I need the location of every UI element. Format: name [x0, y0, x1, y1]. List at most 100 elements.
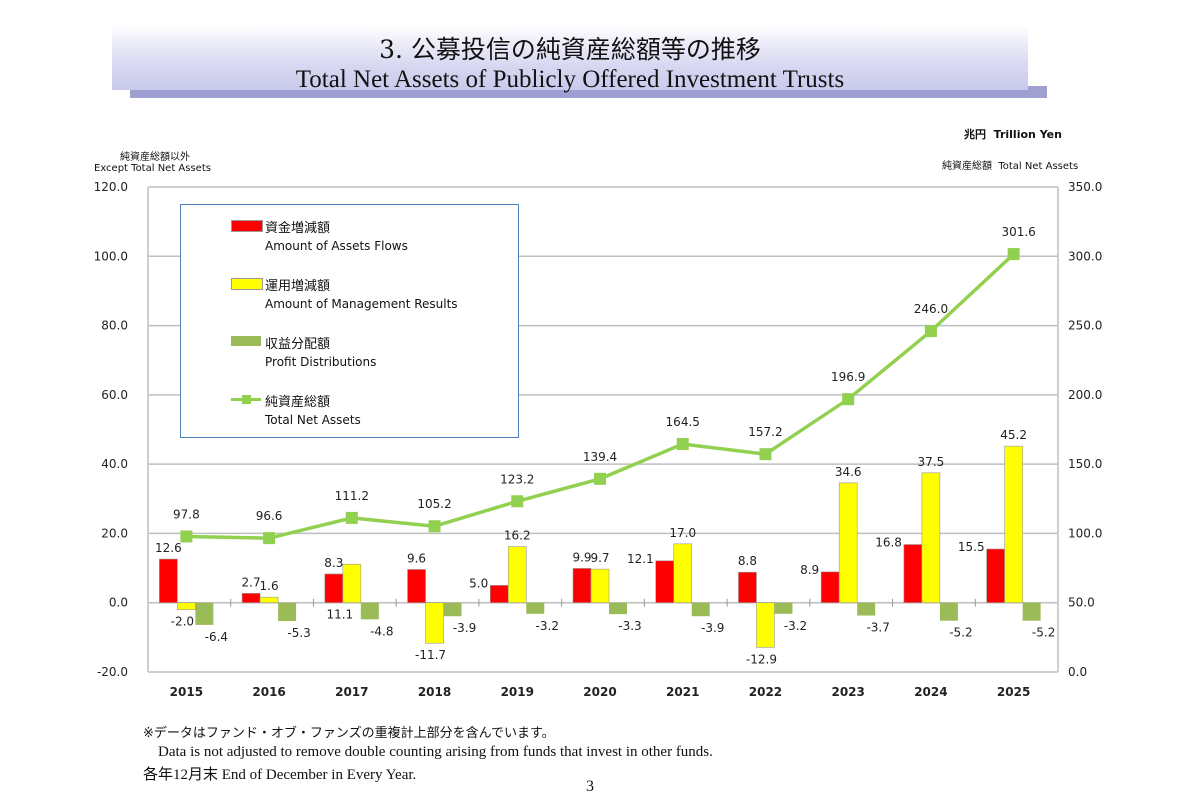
bar-management-results	[921, 472, 941, 604]
bar-profit-distributions-label: -5.3	[287, 626, 310, 640]
left-tick-label: 20.0	[101, 526, 128, 540]
total-net-assets-marker	[924, 325, 937, 338]
bar-profit-distributions	[443, 602, 462, 617]
bar-assets-flows	[489, 585, 509, 604]
bar-profit-distributions	[360, 602, 379, 620]
legend-label-en: Amount of Management Results	[265, 297, 458, 311]
title-banner: 3. 公募投信の純資産総額等の推移 Total Net Assets of Pu…	[112, 24, 1028, 93]
legend-item-management-results: 運用増減額 Amount of Management Results	[231, 275, 458, 311]
category-label: 2025	[997, 685, 1030, 699]
bar-profit-distributions-label: -3.2	[536, 619, 559, 633]
category-label: 2024	[914, 685, 947, 699]
legend-label-en: Amount of Assets Flows	[265, 239, 408, 253]
total-net-assets-marker	[1007, 248, 1020, 261]
bar-profit-distributions-label: -5.2	[1032, 626, 1055, 640]
title-jp: 3. 公募投信の純資産総額等の推移	[379, 35, 761, 64]
category-label: 2021	[666, 685, 699, 699]
bar-assets-flows-label: 2.7	[242, 575, 261, 589]
legend-swatch	[231, 336, 261, 346]
left-tick-label: 40.0	[101, 457, 128, 471]
bar-management-results-label: 37.5	[918, 455, 945, 469]
right-tick-label: 100.0	[1068, 526, 1102, 540]
bar-assets-flows	[820, 571, 840, 604]
left-tick-label: 60.0	[101, 388, 128, 402]
total-net-assets-label: 97.8	[173, 507, 200, 521]
total-net-assets-marker	[759, 448, 772, 461]
category-label: 2015	[170, 685, 203, 699]
total-net-assets-marker	[594, 472, 606, 485]
bar-management-results-label: 9.7	[590, 551, 609, 565]
total-net-assets-label: 139.4	[583, 450, 617, 464]
total-net-assets-marker	[428, 520, 441, 533]
bar-management-results	[259, 596, 279, 604]
bar-assets-flows-label: 9.9	[572, 550, 591, 564]
bar-assets-flows-label: 16.8	[875, 536, 902, 550]
bar-assets-flows-label: 12.6	[155, 541, 182, 555]
total-net-assets-marker	[676, 438, 689, 451]
bar-profit-distributions-label: -3.9	[453, 621, 476, 635]
bar-assets-flows	[407, 569, 426, 604]
title-en: Total Net Assets of Publicly Offered Inv…	[295, 66, 845, 93]
total-net-assets-marker	[842, 393, 855, 406]
legend: 資金増減額 Amount of Assets Flows 運用増減額 Amount o…	[180, 204, 519, 438]
right-tick-label: 200.0	[1068, 388, 1102, 402]
legend-item-profit-distributions: 収益分配額 Profit Distributions	[231, 333, 376, 369]
total-net-assets-label: 164.5	[666, 415, 700, 429]
bar-management-results	[425, 602, 444, 644]
bar-profit-distributions	[278, 602, 297, 622]
bar-management-results	[756, 602, 775, 648]
left-tick-label: 0.0	[109, 596, 128, 610]
bar-profit-distributions-label: -3.9	[701, 621, 724, 635]
total-net-assets-label: 123.2	[500, 472, 534, 486]
footnote-period: 各年12月末 End of December in Every Year.	[143, 767, 417, 783]
right-tick-label: 350.0	[1068, 180, 1102, 194]
bar-assets-flows	[903, 544, 923, 604]
unit-en: Trillion Yen	[993, 128, 1062, 141]
bar-assets-flows	[324, 573, 344, 604]
bar-assets-flows-label: 12.1	[627, 552, 654, 566]
footnote-en: Data is not adjusted to remove double co…	[158, 744, 713, 760]
bar-profit-distributions-label: -4.8	[370, 624, 393, 638]
bar-management-results	[838, 482, 858, 604]
total-net-assets-label: 105.2	[417, 497, 451, 511]
right-axis-label: 純資産総額 Total Net Assets	[942, 157, 1078, 172]
right-tick-label: 300.0	[1068, 249, 1102, 263]
legend-label-jp: 純資産総額	[265, 395, 331, 410]
total-net-assets-marker	[345, 511, 358, 524]
category-label: 2020	[583, 685, 616, 699]
legend-label-jp: 運用増減額	[265, 279, 331, 294]
bar-profit-distributions	[774, 602, 793, 614]
bar-assets-flows-label: 8.8	[738, 554, 757, 568]
category-label: 2022	[749, 685, 782, 699]
bar-profit-distributions-label: -3.2	[784, 619, 807, 633]
bar-profit-distributions	[609, 602, 627, 615]
legend-label-jp: 収益分配額	[265, 337, 331, 352]
category-label: 2016	[252, 685, 285, 699]
bar-management-results-label: 45.2	[1000, 428, 1027, 442]
bar-profit-distributions	[939, 602, 958, 621]
right-axis-label-en: Total Net Assets	[998, 161, 1079, 172]
legend-swatch	[231, 278, 263, 290]
right-tick-label: 150.0	[1068, 457, 1102, 471]
bar-management-results-label: 11.1	[326, 608, 353, 622]
bar-assets-flows	[241, 593, 261, 604]
page-number: 3	[586, 778, 594, 795]
bar-profit-distributions-label: -3.3	[618, 619, 641, 633]
category-label: 2023	[831, 685, 864, 699]
bar-assets-flows	[572, 568, 592, 604]
bar-management-results-label: 34.6	[835, 465, 862, 479]
right-axis-label-jp: 純資産総額	[942, 161, 992, 172]
bar-management-results-label: 16.2	[504, 529, 531, 543]
total-net-assets-label: 301.6	[1001, 225, 1035, 239]
bar-management-results	[673, 543, 693, 604]
right-tick-label: 250.0	[1068, 319, 1102, 333]
right-tick-label: 0.0	[1068, 665, 1087, 679]
bar-profit-distributions-label: -3.7	[866, 621, 889, 635]
legend-item-total-net-assets: 純資産総額 Total Net Assets	[231, 391, 361, 427]
legend-label-jp: 資金増減額	[265, 221, 331, 236]
legend-item-assets-flows: 資金増減額 Amount of Assets Flows	[231, 217, 408, 253]
bar-management-results	[590, 568, 610, 604]
bar-profit-distributions-label: -5.2	[949, 626, 972, 640]
bar-profit-distributions	[691, 602, 710, 617]
left-axis-label-jp: 純資産総額以外	[120, 152, 190, 163]
